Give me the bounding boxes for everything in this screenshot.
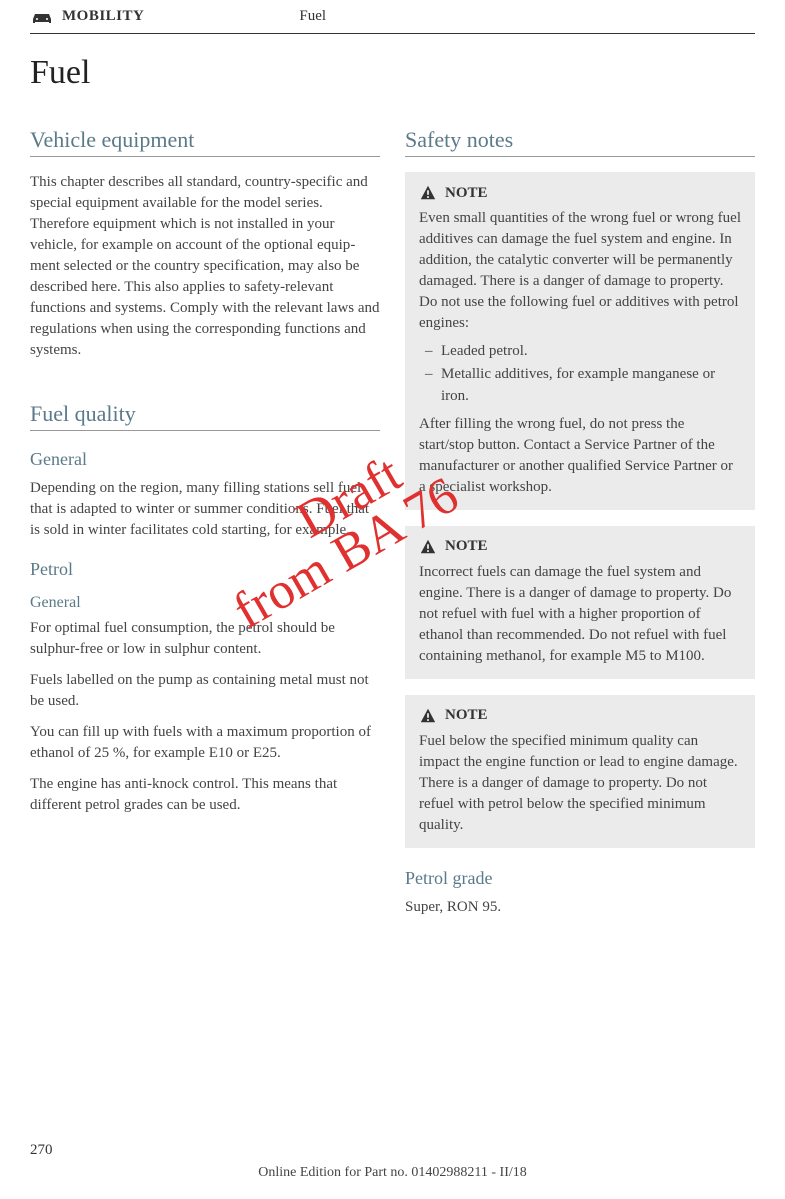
note-box-2: NOTE Incorrect fuels can damage the fuel… xyxy=(405,526,755,679)
breadcrumb: Fuel xyxy=(299,8,326,25)
vehicle-equipment-heading: Vehicle equipment xyxy=(30,127,380,157)
page-number: 270 xyxy=(30,1142,755,1159)
warning-icon xyxy=(419,538,437,556)
car-icon xyxy=(30,9,54,25)
right-column: Safety notes NOTE Even small quantities … xyxy=(405,127,755,928)
petrol-grade-heading: Petrol grade xyxy=(405,868,755,889)
note1-after: After filling the wrong fuel, do not pre… xyxy=(419,414,741,498)
page-title: Fuel xyxy=(30,54,755,92)
petrol-general-heading: General xyxy=(30,594,380,612)
note1-list: Leaded petrol. Metallic additives, for e… xyxy=(419,340,741,408)
list-item: Leaded petrol. xyxy=(419,340,741,363)
petrol-p1: For optimal fuel consumption, the petrol… xyxy=(30,618,380,660)
note-header: NOTE xyxy=(419,707,741,725)
warning-icon xyxy=(419,707,437,725)
petrol-heading: Petrol xyxy=(30,559,380,580)
general-heading: General xyxy=(30,449,380,470)
note-box-3: NOTE Fuel below the specified minimum qu… xyxy=(405,695,755,848)
top-bar: MOBILITY Fuel xyxy=(30,0,755,34)
note2-body: Incorrect fuels can damage the fuel syst… xyxy=(419,562,741,667)
note-header: NOTE xyxy=(419,184,741,202)
note-label: NOTE xyxy=(445,538,488,555)
general-body: Depending on the region, many filling st… xyxy=(30,478,380,541)
content-columns: Vehicle equipment This chapter describes… xyxy=(30,127,755,928)
petrol-p4: The engine has anti-knock control. This … xyxy=(30,774,380,816)
petrol-p3: You can fill up with fuels with a maximu… xyxy=(30,722,380,764)
note3-body: Fuel below the specified minimum quality… xyxy=(419,731,741,836)
edition-line: Online Edition for Part no. 01402988211 … xyxy=(30,1165,755,1181)
left-column: Vehicle equipment This chapter describes… xyxy=(30,127,380,928)
note-header: NOTE xyxy=(419,538,741,556)
petrol-p2: Fuels labelled on the pump as containing… xyxy=(30,670,380,712)
warning-icon xyxy=(419,184,437,202)
safety-notes-heading: Safety notes xyxy=(405,127,755,157)
petrol-grade-body: Super, RON 95. xyxy=(405,897,755,918)
page-footer: 270 Online Edition for Part no. 01402988… xyxy=(30,1142,755,1181)
note-label: NOTE xyxy=(445,707,488,724)
note-label: NOTE xyxy=(445,185,488,202)
fuel-quality-heading: Fuel quality xyxy=(30,401,380,431)
section-label: MOBILITY xyxy=(62,8,144,25)
vehicle-equipment-body: This chapter describes all standard, cou… xyxy=(30,172,380,361)
note-box-1: NOTE Even small quantities of the wrong … xyxy=(405,172,755,510)
list-item: Metallic additives, for example man­gane… xyxy=(419,363,741,408)
note1-body: Even small quantities of the wrong fuel … xyxy=(419,208,741,334)
